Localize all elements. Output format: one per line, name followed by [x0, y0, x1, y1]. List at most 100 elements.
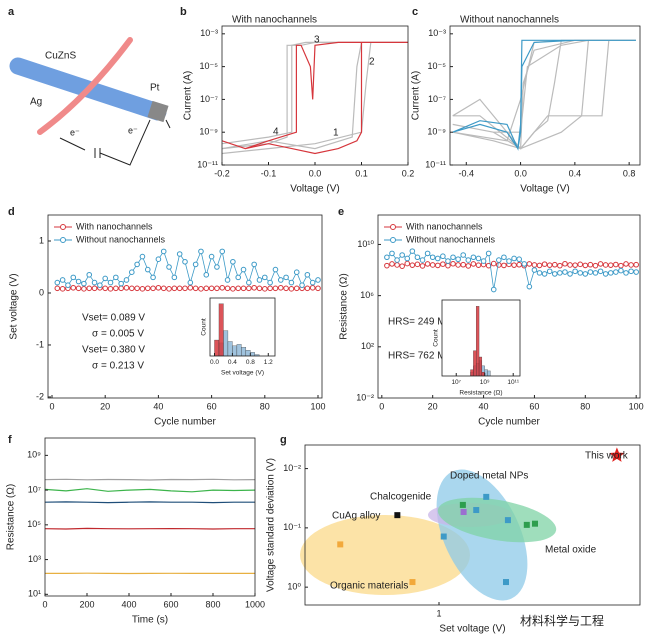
marker: [114, 286, 119, 291]
x-tick-label: 400: [121, 599, 136, 609]
x-tick-label: 0.4: [228, 359, 237, 366]
histogram-bar: [232, 346, 236, 356]
marker: [481, 259, 486, 264]
x-tick-label: 0.0: [309, 168, 322, 178]
x-tick-label: 0.8: [246, 359, 255, 366]
marker: [583, 263, 588, 268]
marker: [390, 251, 395, 256]
marker: [135, 286, 140, 291]
marker: [294, 286, 299, 291]
panel-label: c: [412, 6, 418, 18]
histogram-bar: [219, 304, 223, 356]
marker: [66, 283, 71, 288]
marker: [140, 254, 145, 259]
histogram-bar: [228, 342, 232, 357]
histogram-bar: [476, 306, 479, 376]
marker: [167, 287, 172, 292]
marker: [305, 272, 310, 277]
marker: [129, 286, 134, 291]
marker: [92, 280, 97, 285]
marker: [456, 257, 461, 262]
marker: [390, 262, 395, 267]
x-tick-label: 0.1: [355, 168, 368, 178]
marker: [114, 275, 119, 280]
marker: [400, 264, 405, 269]
series-label: This work: [585, 451, 629, 462]
marker: [71, 275, 76, 280]
series-label: Organic materials: [330, 581, 408, 592]
x-axis-title: Set voltage (V): [221, 370, 264, 377]
marker: [466, 258, 471, 263]
label: e⁻: [128, 125, 138, 135]
marker: [476, 256, 481, 261]
series-line: [45, 479, 255, 480]
marker: [135, 262, 140, 267]
x-tick-label: 1: [436, 608, 441, 618]
marker: [263, 275, 268, 280]
y-tick-label: 10⁻³: [200, 28, 218, 38]
x-tick-label: 0: [379, 401, 384, 411]
marker: [156, 285, 161, 290]
marker: [547, 269, 552, 274]
marker: [337, 541, 343, 547]
marker: [593, 271, 598, 276]
marker: [316, 286, 321, 291]
marker: [483, 494, 489, 500]
marker: [82, 281, 87, 286]
marker: [55, 286, 60, 291]
marker: [263, 287, 268, 292]
x-tick-label: 100: [629, 401, 644, 411]
x-tick-label: 10¹¹: [507, 379, 519, 386]
x-axis-title: Cycle number: [478, 417, 540, 428]
y-tick-label: 10⁻⁷: [200, 94, 218, 104]
annotation: 2: [369, 57, 375, 68]
marker: [310, 280, 315, 285]
marker: [215, 286, 220, 291]
marker: [268, 286, 273, 291]
y-axis-title: Voltage standard deviation (V): [266, 458, 277, 592]
marker: [231, 287, 236, 292]
x-tick-label: 1000: [245, 599, 265, 609]
marker: [537, 271, 542, 276]
marker: [108, 280, 113, 285]
marker: [199, 287, 204, 292]
marker: [273, 267, 278, 272]
marker: [209, 254, 214, 259]
marker: [430, 255, 435, 260]
marker: [87, 272, 92, 277]
marker: [532, 521, 538, 527]
marker: [420, 264, 425, 269]
marker: [177, 252, 182, 257]
y-tick-label: 10⁹: [27, 450, 41, 460]
marker: [247, 286, 252, 291]
series-label: Metal oxide: [545, 545, 597, 556]
x-axis-title: Time (s): [132, 615, 168, 626]
legend-marker: [61, 238, 66, 243]
marker: [257, 278, 262, 283]
histogram-bar: [241, 347, 245, 356]
marker: [619, 268, 624, 273]
marker: [193, 262, 198, 267]
y-tick-label: 10⁻¹¹: [197, 159, 218, 169]
histogram-bar: [237, 344, 241, 356]
panel-label: a: [8, 6, 15, 18]
marker: [98, 283, 103, 288]
marker: [441, 262, 446, 267]
marker: [183, 259, 188, 264]
marker: [76, 279, 81, 284]
marker: [405, 256, 410, 261]
x-tick-label: 1.2: [264, 359, 273, 366]
watermark: 材料科学与工程: [520, 613, 604, 628]
x-axis-title: Voltage (V): [520, 184, 569, 195]
x-tick-label: 600: [163, 599, 178, 609]
annotation: 4: [273, 127, 279, 138]
label: Ag: [30, 97, 42, 108]
marker: [568, 272, 573, 277]
marker: [614, 262, 619, 267]
marker: [497, 258, 502, 263]
marker: [209, 286, 214, 291]
x-tick-label: 40: [153, 401, 163, 411]
annotation: Without nanochannels: [460, 15, 559, 26]
histogram-bar: [473, 351, 476, 376]
x-tick-label: 0.8: [623, 168, 636, 178]
